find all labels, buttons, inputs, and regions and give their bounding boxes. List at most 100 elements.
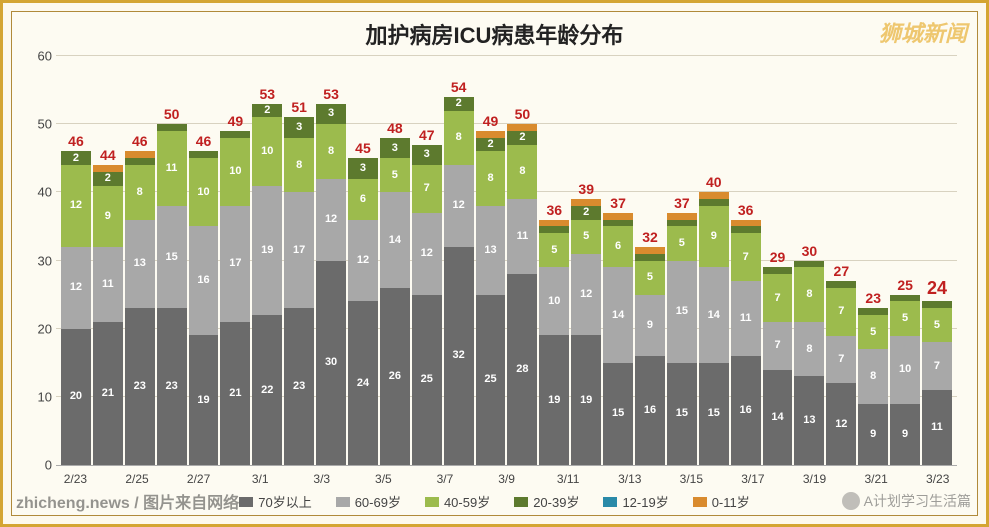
bar-total-label: 32 (635, 229, 665, 247)
bar-segment: 7 (763, 274, 793, 322)
bar-segment (125, 151, 155, 158)
x-tick: 3/13 (614, 472, 645, 486)
bar-segment (635, 254, 665, 261)
bar-total-label: 36 (731, 202, 761, 220)
bar-segment: 8 (794, 267, 824, 322)
bar-segment: 12 (348, 220, 378, 302)
x-axis: 2/232/252/273/13/33/53/73/93/113/133/153… (56, 472, 957, 486)
title-row: 加护病房ICU病患年龄分布 狮城新闻 (12, 12, 977, 52)
bar-segment: 8 (316, 124, 346, 179)
bar-segment (603, 213, 633, 220)
plot-area: 0102030405060 20121224621119244231384623… (56, 56, 957, 466)
y-tick: 0 (22, 458, 52, 473)
bar-segment (763, 267, 793, 274)
bar-total-label: 54 (444, 79, 474, 97)
x-tick (707, 472, 738, 486)
bar-total-label: 39 (571, 181, 601, 199)
bar-segment: 6 (603, 226, 633, 267)
bar-segment: 12 (571, 254, 601, 336)
bar-segment: 25 (412, 295, 442, 465)
x-tick (276, 472, 307, 486)
bar-column: 24126345 (348, 56, 378, 465)
bar-segment: 5 (539, 233, 569, 267)
bar-total-label: 37 (667, 195, 697, 213)
bar-segment: 2 (252, 104, 282, 118)
y-tick: 10 (22, 389, 52, 404)
bar-segment: 12 (412, 213, 442, 295)
bar-segment (635, 247, 665, 254)
bar-column: 21119244 (93, 56, 123, 465)
bar-segment: 14 (380, 192, 410, 287)
y-tick: 60 (22, 49, 52, 64)
bar-column: 28118250 (507, 56, 537, 465)
bar-segment: 7 (731, 233, 761, 281)
legend-item: 0-11岁 (693, 492, 750, 511)
x-tick: 2/27 (183, 472, 214, 486)
bar-column: 21171049 (220, 56, 250, 465)
bar-segment: 19 (252, 186, 282, 316)
bar-segment: 15 (603, 363, 633, 465)
bar-column: 117524 (922, 56, 952, 465)
x-tick: 3/5 (368, 472, 399, 486)
x-tick (460, 472, 491, 486)
x-tick: 3/1 (245, 472, 276, 486)
bar-total-label: 23 (858, 290, 888, 308)
bar-column: 25127347 (412, 56, 442, 465)
y-tick: 40 (22, 185, 52, 200)
bar-column: 32128254 (444, 56, 474, 465)
bar-segment (731, 226, 761, 233)
x-tick: 2/25 (122, 472, 153, 486)
bar-column: 19125239 (571, 56, 601, 465)
bar-segment: 11 (507, 199, 537, 274)
bar-segment: 22 (252, 315, 282, 465)
bar-segment (539, 226, 569, 233)
x-tick (892, 472, 923, 486)
bar-segment (157, 124, 187, 131)
bar-segment: 7 (826, 336, 856, 384)
bar-column: 25138249 (476, 56, 506, 465)
watermark-top: 狮城新闻 (879, 16, 967, 48)
bar-segment: 8 (284, 138, 314, 193)
bar-segment (125, 158, 155, 165)
bar-segment: 10 (539, 267, 569, 335)
bar-segment: 11 (157, 131, 187, 206)
bar-segment: 17 (220, 206, 250, 322)
bar-segment: 14 (603, 267, 633, 362)
bar-segment: 25 (476, 295, 506, 465)
bar-segment: 7 (826, 288, 856, 336)
wechat-icon (842, 492, 860, 510)
bar-segment (826, 281, 856, 288)
bar-segment: 10 (252, 117, 282, 185)
bar-column: 910525 (890, 56, 920, 465)
bar-segment: 20 (61, 329, 91, 465)
bar-segment: 3 (412, 145, 442, 165)
bar-total-label: 51 (284, 99, 314, 117)
bar-total-label: 53 (252, 86, 282, 104)
bar-segment: 5 (667, 226, 697, 260)
legend-label: 70岁以上 (258, 492, 311, 511)
bar-column: 15146 37 (603, 56, 633, 465)
bar-total-label: 40 (699, 174, 729, 192)
legend-item: 60-69岁 (336, 492, 401, 511)
x-tick: 2/23 (60, 472, 91, 486)
bar-segment: 10 (220, 138, 250, 206)
bar-total-label: 47 (412, 127, 442, 145)
bar-segment: 15 (667, 363, 697, 465)
bar-segment (731, 220, 761, 227)
bar-segment: 16 (731, 356, 761, 465)
bar-segment: 2 (571, 206, 601, 220)
bar-column: 127727 (826, 56, 856, 465)
bar-segment: 7 (763, 322, 793, 370)
bar-segment: 12 (61, 165, 91, 247)
bar-segment (476, 131, 506, 138)
legend-item: 40-59岁 (425, 492, 490, 511)
legend-swatch (603, 497, 617, 507)
bar-segment: 12 (316, 179, 346, 261)
bar-total-label: 50 (157, 106, 187, 124)
bar-segment: 19 (539, 335, 569, 465)
bar-segment: 5 (635, 261, 665, 295)
bar-segment: 11 (922, 390, 952, 465)
bar-segment: 15 (157, 206, 187, 308)
bar-segment: 19 (189, 335, 219, 465)
bar-total-label: 37 (603, 195, 633, 213)
